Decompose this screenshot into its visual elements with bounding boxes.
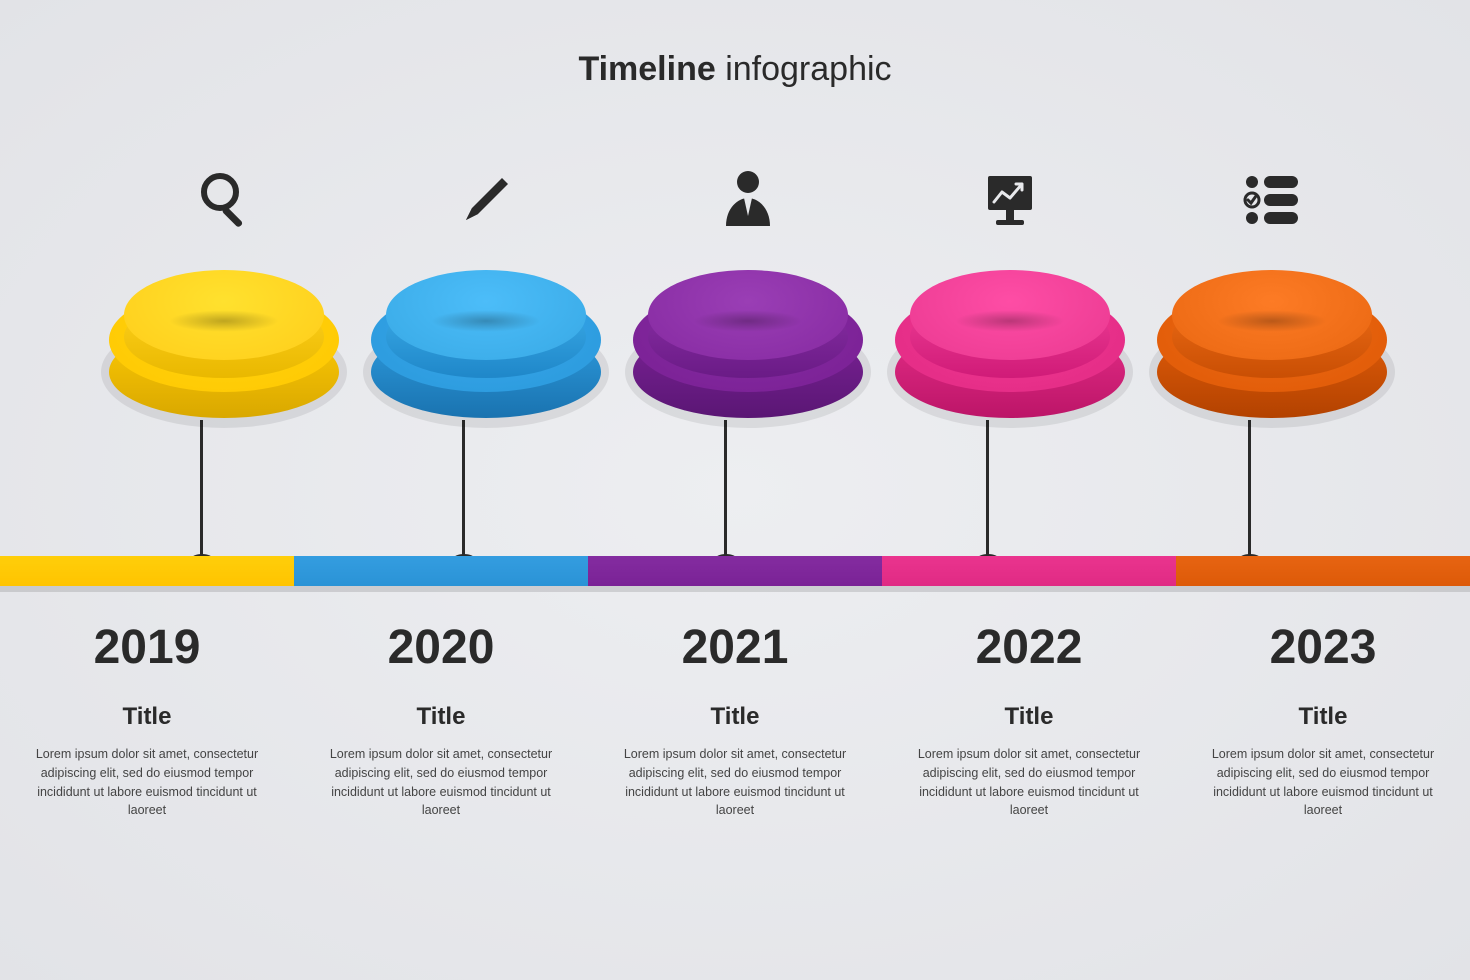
title-light: infographic bbox=[725, 50, 891, 88]
item-description: Lorem ipsum dolor sit amet, consectetur … bbox=[30, 745, 264, 820]
disc-stage bbox=[0, 160, 1470, 540]
bar-segment bbox=[294, 556, 588, 586]
timeline-item bbox=[346, 160, 626, 420]
item-title: Title bbox=[30, 703, 264, 731]
person-icon bbox=[608, 160, 888, 240]
year-label: 2023 bbox=[1206, 620, 1440, 675]
text-column: 2019 Title Lorem ipsum dolor sit amet, c… bbox=[0, 620, 294, 820]
bar-segment bbox=[1176, 556, 1470, 586]
text-column: 2020 Title Lorem ipsum dolor sit amet, c… bbox=[294, 620, 588, 820]
item-title: Title bbox=[1206, 703, 1440, 731]
text-column: 2023 Title Lorem ipsum dolor sit amet, c… bbox=[1176, 620, 1470, 820]
bar-segment bbox=[882, 556, 1176, 586]
year-label: 2021 bbox=[618, 620, 852, 675]
connector-line bbox=[986, 420, 989, 560]
item-description: Lorem ipsum dolor sit amet, consectetur … bbox=[912, 745, 1146, 820]
disc-3d bbox=[109, 260, 339, 420]
timeline-item bbox=[84, 160, 364, 420]
year-label: 2020 bbox=[324, 620, 558, 675]
page-title: Timeline infographic bbox=[0, 0, 1470, 89]
item-description: Lorem ipsum dolor sit amet, consectetur … bbox=[1206, 745, 1440, 820]
year-label: 2022 bbox=[912, 620, 1146, 675]
item-title: Title bbox=[912, 703, 1146, 731]
presentation-icon bbox=[870, 160, 1150, 240]
text-column: 2022 Title Lorem ipsum dolor sit amet, c… bbox=[882, 620, 1176, 820]
disc-3d bbox=[371, 260, 601, 420]
bar-segment bbox=[0, 556, 294, 586]
item-description: Lorem ipsum dolor sit amet, consectetur … bbox=[618, 745, 852, 820]
disc-3d bbox=[1157, 260, 1387, 420]
checklist-icon bbox=[1132, 160, 1412, 240]
timeline-item bbox=[870, 160, 1150, 420]
item-description: Lorem ipsum dolor sit amet, consectetur … bbox=[324, 745, 558, 820]
disc-3d bbox=[895, 260, 1125, 420]
item-title: Title bbox=[618, 703, 852, 731]
connector-line bbox=[1248, 420, 1251, 560]
pencil-icon bbox=[346, 160, 626, 240]
text-column: 2021 Title Lorem ipsum dolor sit amet, c… bbox=[588, 620, 882, 820]
timeline-bar bbox=[0, 556, 1470, 586]
timeline-bar-shadow bbox=[0, 586, 1470, 592]
timeline-item bbox=[1132, 160, 1412, 420]
connector-line bbox=[200, 420, 203, 560]
item-title: Title bbox=[324, 703, 558, 731]
connector-line bbox=[724, 420, 727, 560]
disc-3d bbox=[633, 260, 863, 420]
year-label: 2019 bbox=[30, 620, 264, 675]
texts-row: 2019 Title Lorem ipsum dolor sit amet, c… bbox=[0, 620, 1470, 820]
magnifier-icon bbox=[84, 160, 364, 240]
connector-line bbox=[462, 420, 465, 560]
title-bold: Timeline bbox=[578, 50, 715, 88]
timeline-item bbox=[608, 160, 888, 420]
bar-segment bbox=[588, 556, 882, 586]
